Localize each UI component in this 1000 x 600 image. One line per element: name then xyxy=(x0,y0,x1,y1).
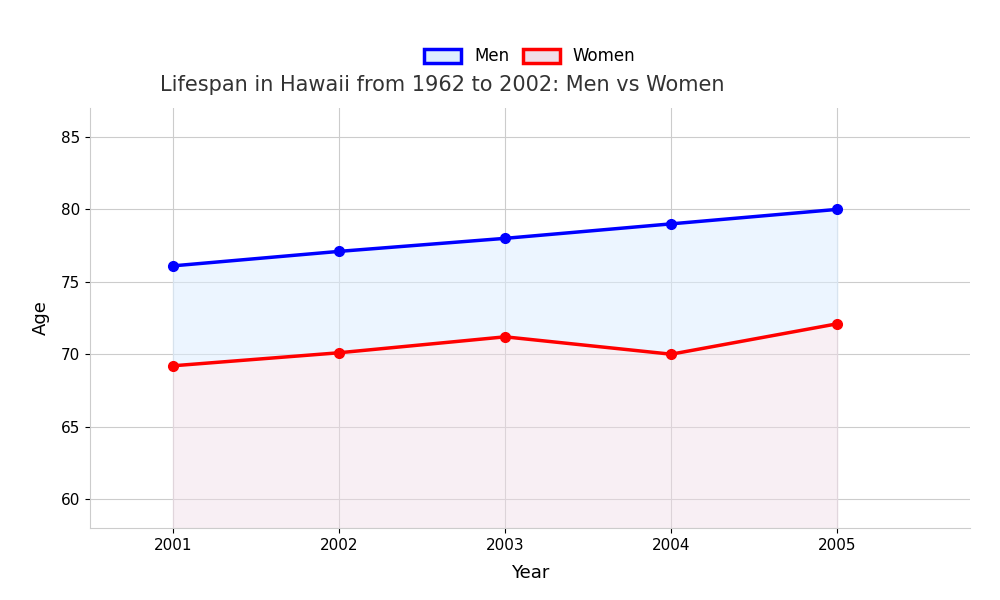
Y-axis label: Age: Age xyxy=(32,301,50,335)
Men xyxy=(167,262,179,269)
Men xyxy=(665,220,677,227)
Text: Lifespan in Hawaii from 1962 to 2002: Men vs Women: Lifespan in Hawaii from 1962 to 2002: Me… xyxy=(160,76,725,95)
Legend: Men, Women: Men, Women xyxy=(418,41,642,72)
Men xyxy=(333,248,345,255)
Women xyxy=(831,320,843,328)
Men xyxy=(499,235,511,242)
X-axis label: Year: Year xyxy=(511,564,549,582)
Women xyxy=(167,362,179,370)
Men xyxy=(831,206,843,213)
Women xyxy=(333,349,345,356)
Line: Men: Men xyxy=(168,205,842,271)
Line: Women: Women xyxy=(168,319,842,371)
Women xyxy=(665,350,677,358)
Women xyxy=(499,333,511,340)
